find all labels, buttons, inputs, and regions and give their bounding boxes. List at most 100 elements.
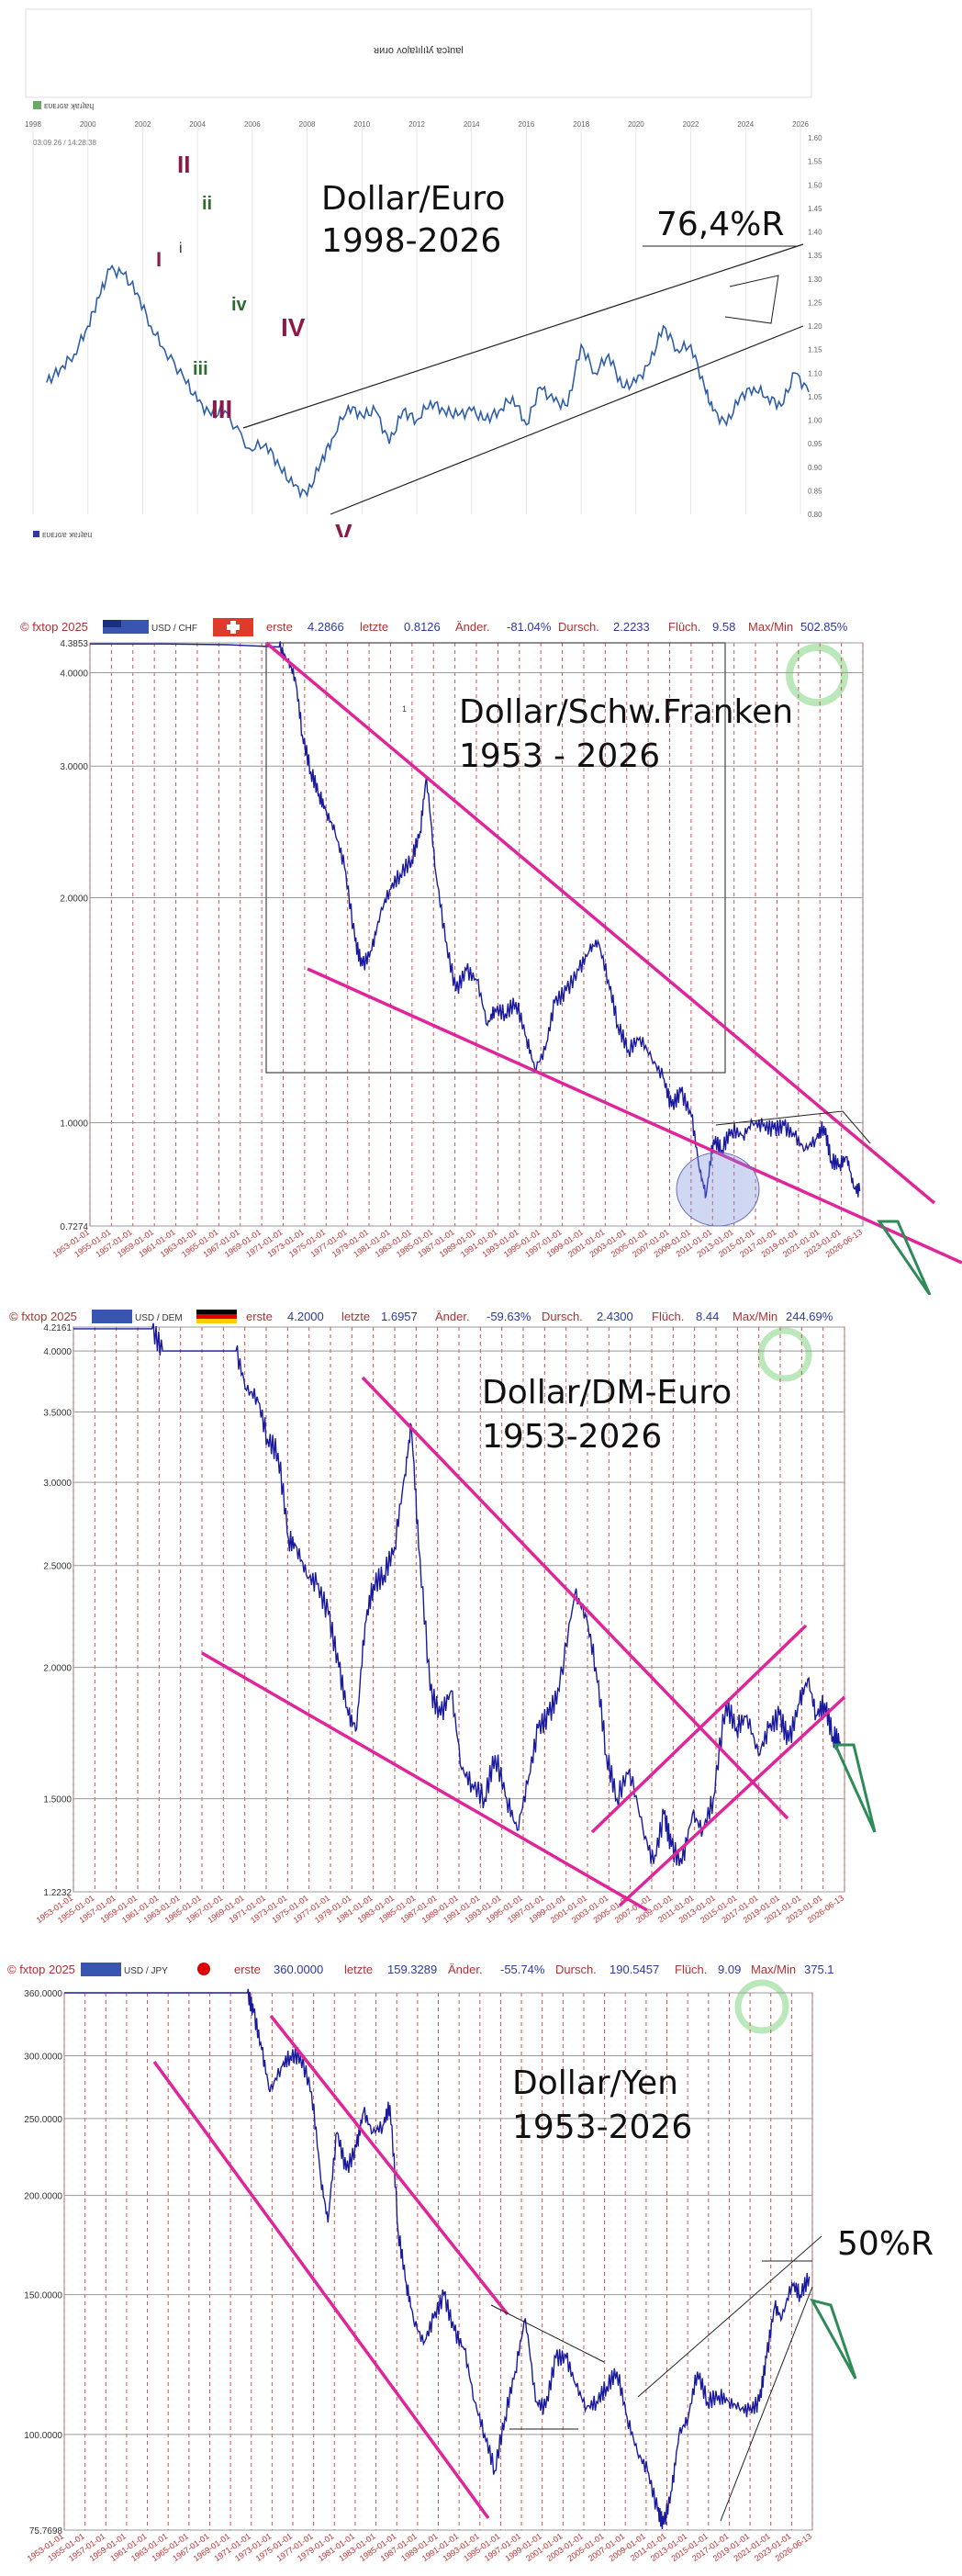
change-value: -59.63% [487, 1310, 531, 1323]
triangle-lines [724, 275, 779, 324]
copyright-text: © fxtop 2025 [9, 1310, 77, 1323]
y-tick-label: 4.2161 [43, 1323, 72, 1333]
channel-upper [618, 1695, 846, 1907]
wedge-lower [720, 2286, 813, 2522]
y-tick-label: 0.85 [808, 487, 822, 495]
header-stats: erste 4.2000 letzte 1.6957 Änder. -59.63… [246, 1310, 833, 1323]
y-tick-label: 1.0000 [60, 1119, 88, 1130]
currency-pair: USD / DEM [135, 1313, 183, 1323]
swiss-cross-h [227, 624, 240, 630]
y-tick-label: 1.50 [808, 181, 822, 189]
box-mark: 1 [402, 704, 407, 714]
wave-label-ii: ii [202, 194, 212, 214]
y-tick-label: 0.90 [808, 464, 822, 472]
header-stats: erste 360.0000 letzte 159.3289 Änder. -5… [234, 1963, 834, 1976]
fxtop-watermark [734, 1979, 789, 2034]
y-tick-label: 4.3853 [60, 639, 88, 649]
y-tick-label: 1.40 [808, 229, 822, 237]
consolidation-lines [715, 1110, 871, 1144]
maxmin-value: 244.69% [786, 1310, 833, 1323]
lower-trendline [201, 1651, 648, 1912]
x-tick-label: 2002 [135, 120, 151, 129]
vol-label: Flüch. [668, 620, 700, 634]
y-tick-label: 1.15 [808, 346, 822, 354]
y-tick-label: 200.0000 [24, 2192, 62, 2202]
avg-value: 2.2233 [613, 620, 650, 634]
y-tick-label: 1.00 [808, 417, 822, 425]
y-tick-label: 1.10 [808, 369, 822, 377]
y-tick-label: 1.45 [808, 205, 822, 213]
y-tick-label: 4.0000 [43, 1347, 72, 1357]
date-stamp: 03.09.26 / 14:28:38 [33, 139, 97, 147]
y-tick-label: 2.0000 [60, 894, 88, 905]
x-tick-label: 2012 [408, 120, 425, 129]
change-value: -81.04% [507, 620, 552, 634]
avg-label: Dursch. [558, 620, 599, 634]
change-label: Änder. [455, 620, 490, 634]
wave-label-i: i [179, 241, 183, 256]
avg-label: Dursch. [555, 1963, 597, 1976]
us-flag-icon [81, 1963, 121, 1976]
lower-channel-line [330, 325, 804, 515]
legend-top: ᴇᴜᴇɹɢɐ ʞɐɹʇɐɥ [44, 101, 94, 110]
chart-dollar-dm-euro: © fxtop 2025 USD / DEM erste 4.2000 letz… [0, 1304, 962, 1938]
watermark-logo-icon [786, 644, 848, 706]
first-value: 4.2866 [308, 620, 344, 634]
wave-label-IV: IV [281, 313, 306, 342]
avg-value: 190.5457 [610, 1963, 659, 1976]
y-tick-label: 2.0000 [43, 1664, 72, 1674]
first-label: erste [234, 1963, 261, 1976]
fxtop-watermark [786, 644, 848, 706]
upper-trendline [264, 641, 936, 1205]
projection-arrow [877, 1220, 932, 1295]
y-tick-label: 4.0000 [60, 669, 88, 680]
y-tick-label: 0.95 [808, 440, 822, 448]
last-label: letzte [344, 1963, 373, 1976]
x-tick-label: 2016 [519, 120, 535, 129]
chart-dollar-euro: ᴚᴎɹo ʌolɐʇılıʇʎ ɐɔʇnɐl ᴇᴜᴇɹɢɐ ʞɐɹʇɐɥ 03.… [0, 0, 962, 537]
x-tick-label: 2006 [244, 120, 261, 129]
y-tick-label: 0.80 [808, 511, 822, 519]
header-frame [25, 8, 812, 98]
lower-trendline [307, 967, 962, 1265]
maxmin-value: 375.1 [804, 1963, 834, 1976]
highlight-box [265, 642, 726, 1074]
maxmin-value: 502.85% [800, 620, 848, 634]
legend-top-swatch [33, 101, 41, 109]
chart-subtitle: 1953 - 2026 [459, 737, 660, 775]
x-tick-label: 2004 [189, 120, 206, 129]
wave-label-I: I [156, 248, 162, 271]
first-label: erste [266, 620, 293, 634]
x-tick-label: 2026 [792, 120, 809, 129]
y-tick-label: 150.0000 [24, 2291, 62, 2301]
currency-pair: USD / CHF [151, 624, 197, 634]
wave-label-II: II [177, 151, 190, 178]
upper-trendline [269, 2014, 509, 2316]
copyright-text: © fxtop 2025 [20, 620, 88, 634]
y-tick-label: 1.25 [808, 298, 822, 307]
y-tick-label: 1.60 [808, 134, 822, 142]
series-line-usddem [73, 1322, 842, 1867]
y-tick-label: 0.7274 [60, 1222, 88, 1232]
chart-dollar-chf: © fxtop 2025 USD / CHF erste 4.2866 letz… [0, 611, 962, 1295]
wave-label-III: III [211, 395, 232, 423]
y-tick-label: 1.20 [808, 322, 822, 331]
y-tick-label: 1.2232 [43, 1888, 72, 1898]
y-tick-label: 3.0000 [43, 1479, 72, 1489]
last-value: 0.8126 [404, 620, 441, 634]
first-value: 360.0000 [274, 1963, 323, 1976]
us-flag-icon [92, 1310, 132, 1323]
maxmin-label: Max/Min [751, 1963, 796, 1976]
legend-bottom-swatch [33, 531, 39, 537]
watermark-logo-icon [734, 1979, 789, 2034]
chart-dollar-dm-euro-svg: © fxtop 2025 USD / DEM erste 4.2000 letz… [9, 1310, 877, 1925]
chart-header: © fxtop 2025 USD / JPY erste 360.0000 le… [7, 1963, 834, 1976]
projection-arrow [810, 2298, 857, 2379]
y-tick-label: 300.0000 [24, 2052, 62, 2062]
vol-value: 9.58 [712, 620, 735, 634]
chart-dollar-chf-svg: © fxtop 2025 USD / CHF erste 4.2866 letz… [20, 618, 962, 1295]
x-tick-label: 2018 [573, 120, 589, 129]
first-label: erste [246, 1310, 273, 1323]
chart-title: Dollar/Schw.Franken [459, 693, 793, 731]
change-value: -55.74% [500, 1963, 545, 1976]
